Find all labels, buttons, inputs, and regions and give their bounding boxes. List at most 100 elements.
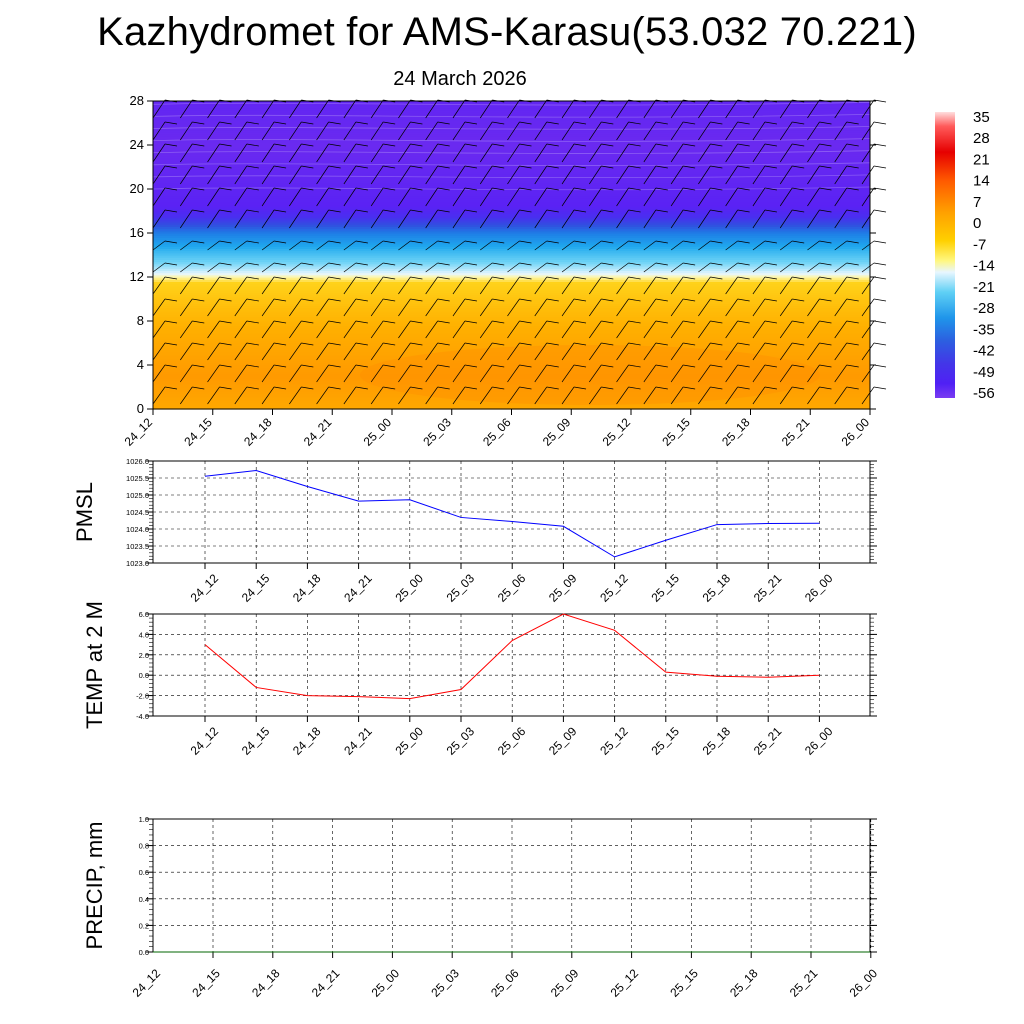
wind-barb <box>152 262 166 273</box>
heat-band <box>153 140 870 144</box>
plot-frame <box>152 613 871 717</box>
wind-barb <box>752 342 766 361</box>
heat-band <box>153 329 870 333</box>
wind-barb <box>807 143 820 163</box>
heat-band <box>153 334 870 337</box>
heat-band <box>153 398 870 401</box>
heat-band <box>153 310 870 313</box>
heat-band <box>153 208 870 212</box>
wind-barb-flag <box>301 240 314 244</box>
wind-barb-flag <box>164 240 178 244</box>
wind-barb <box>179 165 193 185</box>
wind-barb-flag <box>573 262 587 266</box>
wind-barb-flag <box>628 121 641 125</box>
wind-barb-flag <box>274 209 287 213</box>
heat-band <box>153 268 870 271</box>
wind-barb <box>343 240 357 251</box>
wind-barb <box>752 262 766 273</box>
heat-band <box>153 186 870 190</box>
wind-barb-flag <box>683 121 696 125</box>
wind-barb <box>752 276 766 295</box>
wind-barb-flag <box>655 342 668 346</box>
y-tick-label: 4 <box>137 357 144 372</box>
wind-barb-flag <box>764 298 777 302</box>
wind-barb-flag <box>546 240 559 244</box>
wind-barb-flag <box>846 364 859 368</box>
y-tick-label: 0.8 <box>139 842 149 851</box>
wind-barb <box>507 99 520 119</box>
wind-barb-flag <box>546 165 559 169</box>
x-tick-label: 24_18 <box>249 966 283 1000</box>
wind-barb <box>616 276 629 295</box>
wind-barb <box>670 386 684 405</box>
wind-barb-flag <box>301 320 314 324</box>
wind-barb-flag <box>219 240 232 244</box>
wind-barb <box>534 165 548 185</box>
heat-band <box>153 356 870 359</box>
wind-barb-flag <box>628 320 641 324</box>
x-tick-label: 25_03 <box>428 966 462 1000</box>
heat-band <box>153 391 870 395</box>
heat-band <box>153 279 870 282</box>
wind-barb <box>234 240 248 251</box>
wind-barb <box>834 143 848 163</box>
wind-barb-flag <box>246 320 259 324</box>
wind-barb <box>861 187 875 207</box>
wind-barb <box>152 386 166 405</box>
wind-barb-flag <box>192 386 205 390</box>
wind-barb-flag <box>192 320 205 324</box>
wind-barb-flag <box>819 342 832 346</box>
wind-barb-flag <box>410 121 423 125</box>
wind-barb <box>507 276 520 295</box>
wind-barb <box>425 209 438 229</box>
wind-barb-flag <box>464 386 478 390</box>
wind-barb-flag <box>219 386 232 390</box>
wind-barb-flag <box>601 276 614 280</box>
wind-barb <box>534 209 548 229</box>
wind-barb <box>207 143 220 163</box>
wind-barb <box>670 187 684 207</box>
wind-barb <box>152 320 166 339</box>
wind-barb <box>616 298 629 317</box>
wind-barb <box>479 165 493 185</box>
heat-band <box>153 303 870 307</box>
wind-barb <box>425 121 438 141</box>
wind-barb-flag <box>683 209 696 213</box>
wind-barb <box>616 262 629 273</box>
wind-barb <box>698 165 711 185</box>
heat-band <box>153 237 870 241</box>
wind-barb <box>670 364 684 383</box>
wind-barb <box>289 342 302 361</box>
heat-band <box>153 292 870 296</box>
wind-barb <box>370 99 384 119</box>
heat-band <box>153 395 870 399</box>
wind-barb-flag <box>274 386 287 390</box>
heat-band <box>153 213 870 216</box>
wind-barb-flag <box>328 143 341 147</box>
wind-barb-flag <box>710 298 723 302</box>
heat-band <box>153 233 870 236</box>
heat-band <box>153 189 870 192</box>
x-tick-label: 25_12 <box>597 724 631 758</box>
x-tick-label: 24_18 <box>241 415 275 449</box>
heat-band <box>153 112 870 115</box>
colorbar-label: -14 <box>973 258 995 275</box>
wind-barb-flag <box>301 187 314 191</box>
wind-barb-flag <box>846 143 859 147</box>
heat-band <box>153 202 870 205</box>
wind-barb-flag <box>846 342 859 346</box>
wind-barb-flag <box>328 121 341 125</box>
wind-barb <box>643 342 657 361</box>
wind-barb-flag <box>546 121 559 125</box>
wind-barb-flag <box>683 320 696 324</box>
wind-barb <box>834 165 848 185</box>
wind-barb <box>289 187 302 207</box>
heat-band <box>153 191 870 194</box>
wind-barb <box>752 165 766 185</box>
wind-barb <box>479 298 493 317</box>
wind-barb <box>343 320 357 339</box>
heat-band <box>153 263 870 267</box>
heat-band <box>153 134 870 137</box>
heat-band <box>153 107 870 111</box>
x-tick-label: 25_00 <box>369 966 403 1000</box>
